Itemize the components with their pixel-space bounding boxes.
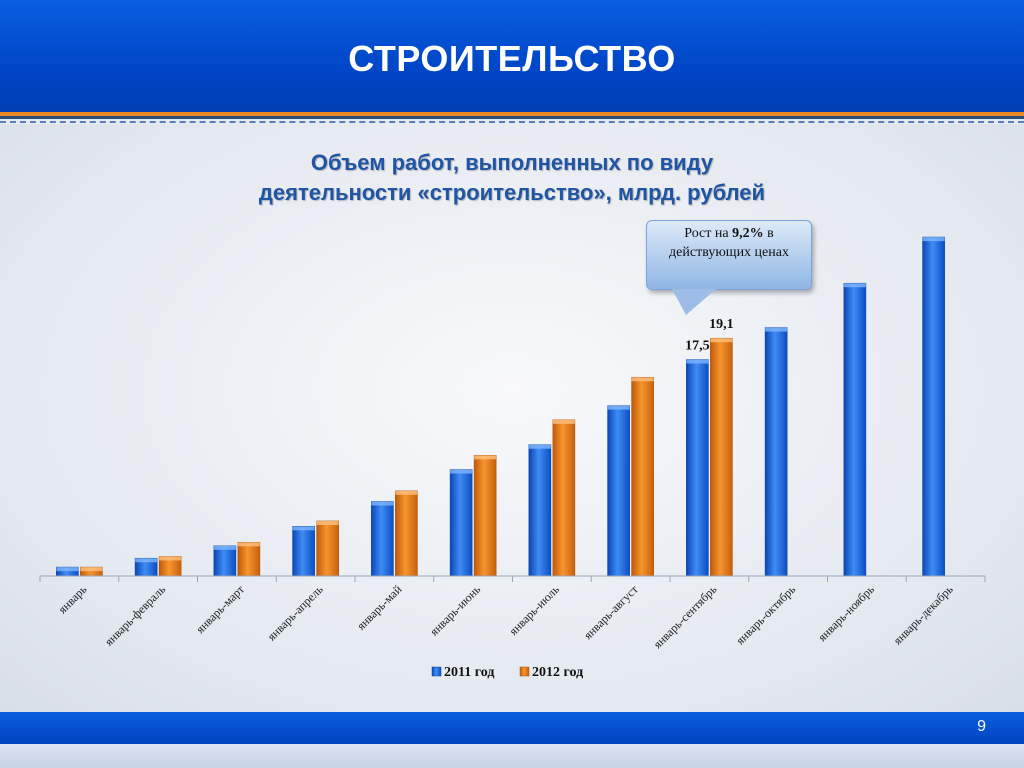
bar-2011-6: [528, 444, 552, 577]
x-tick-label-7: январь-август: [581, 582, 641, 642]
bar-top-highlight: [631, 377, 654, 382]
bar-top-highlight: [607, 405, 630, 410]
bar-top-highlight: [528, 444, 551, 449]
x-tick-label-4: январь-май: [354, 582, 405, 633]
bar-2012-4: [395, 490, 418, 577]
legend-swatch-0: [431, 666, 442, 677]
bar-2012-8: [710, 337, 733, 577]
page-number: 9: [977, 718, 986, 735]
bar-top-highlight: [237, 542, 260, 547]
chart-axis: январь январь-февраль январь-март январь-ап…: [39, 575, 986, 651]
chart-data-labels: 17,5 19,1: [685, 317, 734, 353]
header-bar: СТРОИТЕЛЬСТВО: [0, 0, 1024, 112]
legend-swatch-1: [519, 666, 530, 677]
bar-2011-3: [292, 526, 315, 577]
header-dashed-line: [0, 121, 1024, 123]
footer-bar: [0, 712, 1024, 744]
callout-value: 9,2%: [732, 226, 764, 241]
bar-top-highlight: [710, 338, 733, 343]
chart-legend: 2011 год 2012 год: [431, 665, 583, 680]
callout-suffix: в действующих ценах: [669, 226, 789, 260]
chart-title-line-2: деятельности «строительство», млрд. рубл…: [258, 180, 766, 205]
x-tick-label-0: январь: [55, 582, 89, 616]
bar-2011-10: [843, 282, 867, 577]
x-tick-label-2: январь-март: [193, 582, 247, 636]
bar-top-highlight: [395, 490, 418, 495]
bar-2012-5: [473, 455, 497, 577]
bar-2011-5: [449, 469, 473, 577]
bar-top-highlight: [843, 283, 866, 288]
header-accent-stripe: [0, 112, 1024, 116]
callout-prefix: Рост на: [684, 226, 733, 241]
bar-top-highlight: [213, 545, 236, 550]
chart-title: Объем работ, выполненных по виду деятель…: [200, 148, 824, 208]
bar-2011-9: [764, 327, 788, 577]
bar-top-highlight: [80, 567, 103, 572]
footer-light-strip: [0, 744, 1024, 768]
x-tick-label-11: январь-декабрь: [891, 582, 957, 648]
x-tick-label-3: январь-апрель: [264, 582, 326, 644]
x-tick-label-9: январь-октябрь: [733, 582, 798, 647]
legend-label-1: 2012 год: [532, 665, 583, 680]
bar-2012-6: [552, 419, 576, 577]
bar-top-highlight: [474, 455, 497, 460]
bar-top-highlight: [159, 556, 182, 561]
bar-top-highlight: [316, 520, 339, 525]
x-tick-label-5: январь-июнь: [427, 582, 484, 639]
bar-2011-8: [686, 359, 709, 577]
callout-pointer: [672, 289, 716, 315]
bar-2012-3: [316, 520, 339, 577]
bar-top-highlight: [765, 327, 788, 332]
header-dark-stripe: [0, 116, 1024, 119]
growth-callout: Рост на 9,2% в действующих ценах: [646, 220, 812, 290]
x-tick-label-6: январь-июль: [506, 582, 562, 638]
bar-2011-11: [922, 236, 945, 577]
chart-title-line-1: Объем работ, выполненных по виду: [310, 150, 714, 175]
bar-top-highlight: [292, 526, 315, 531]
chart-bars: [56, 236, 945, 577]
data-label-0-8: 17,5: [685, 339, 710, 354]
bar-2011-2: [213, 545, 237, 577]
bar-top-highlight: [56, 567, 79, 572]
x-tick-label-1: январь-февраль: [102, 582, 169, 649]
bar-2011-7: [607, 405, 630, 577]
x-tick-label-10: январь-ноябрь: [815, 582, 877, 644]
bar-2012-2: [237, 541, 261, 577]
x-tick-label-8: январь-сентябрь: [650, 582, 719, 651]
bar-top-highlight: [922, 237, 945, 242]
bar-top-highlight: [450, 469, 473, 474]
bar-top-highlight: [552, 419, 575, 424]
bar-top-highlight: [135, 558, 158, 563]
data-label-1-8: 19,1: [709, 317, 734, 332]
bar-2011-4: [371, 501, 394, 577]
bar-top-highlight: [371, 501, 394, 506]
slide-title: СТРОИТЕЛЬСТВО: [348, 38, 676, 79]
bar-top-highlight: [686, 359, 709, 364]
legend-label-0: 2011 год: [444, 665, 494, 680]
bar-2012-7: [631, 376, 654, 577]
